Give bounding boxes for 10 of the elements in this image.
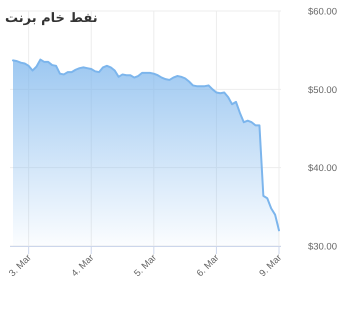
x-tick-label: 5. Mar [132, 252, 159, 280]
y-tick-label: $50.00 [308, 84, 337, 96]
chart-title: نفط خام برنت [5, 11, 98, 26]
x-tick-label: 3. Mar [6, 252, 34, 280]
x-tick-label: 4. Mar [70, 252, 96, 280]
y-tick-label: $30.00 [308, 242, 337, 252]
y-tick-label: $60.00 [308, 6, 337, 18]
x-tick-label: 6. Mar [194, 252, 222, 280]
y-tick-label: $40.00 [308, 163, 337, 174]
x-tick-label: 9. Mar [257, 252, 284, 280]
